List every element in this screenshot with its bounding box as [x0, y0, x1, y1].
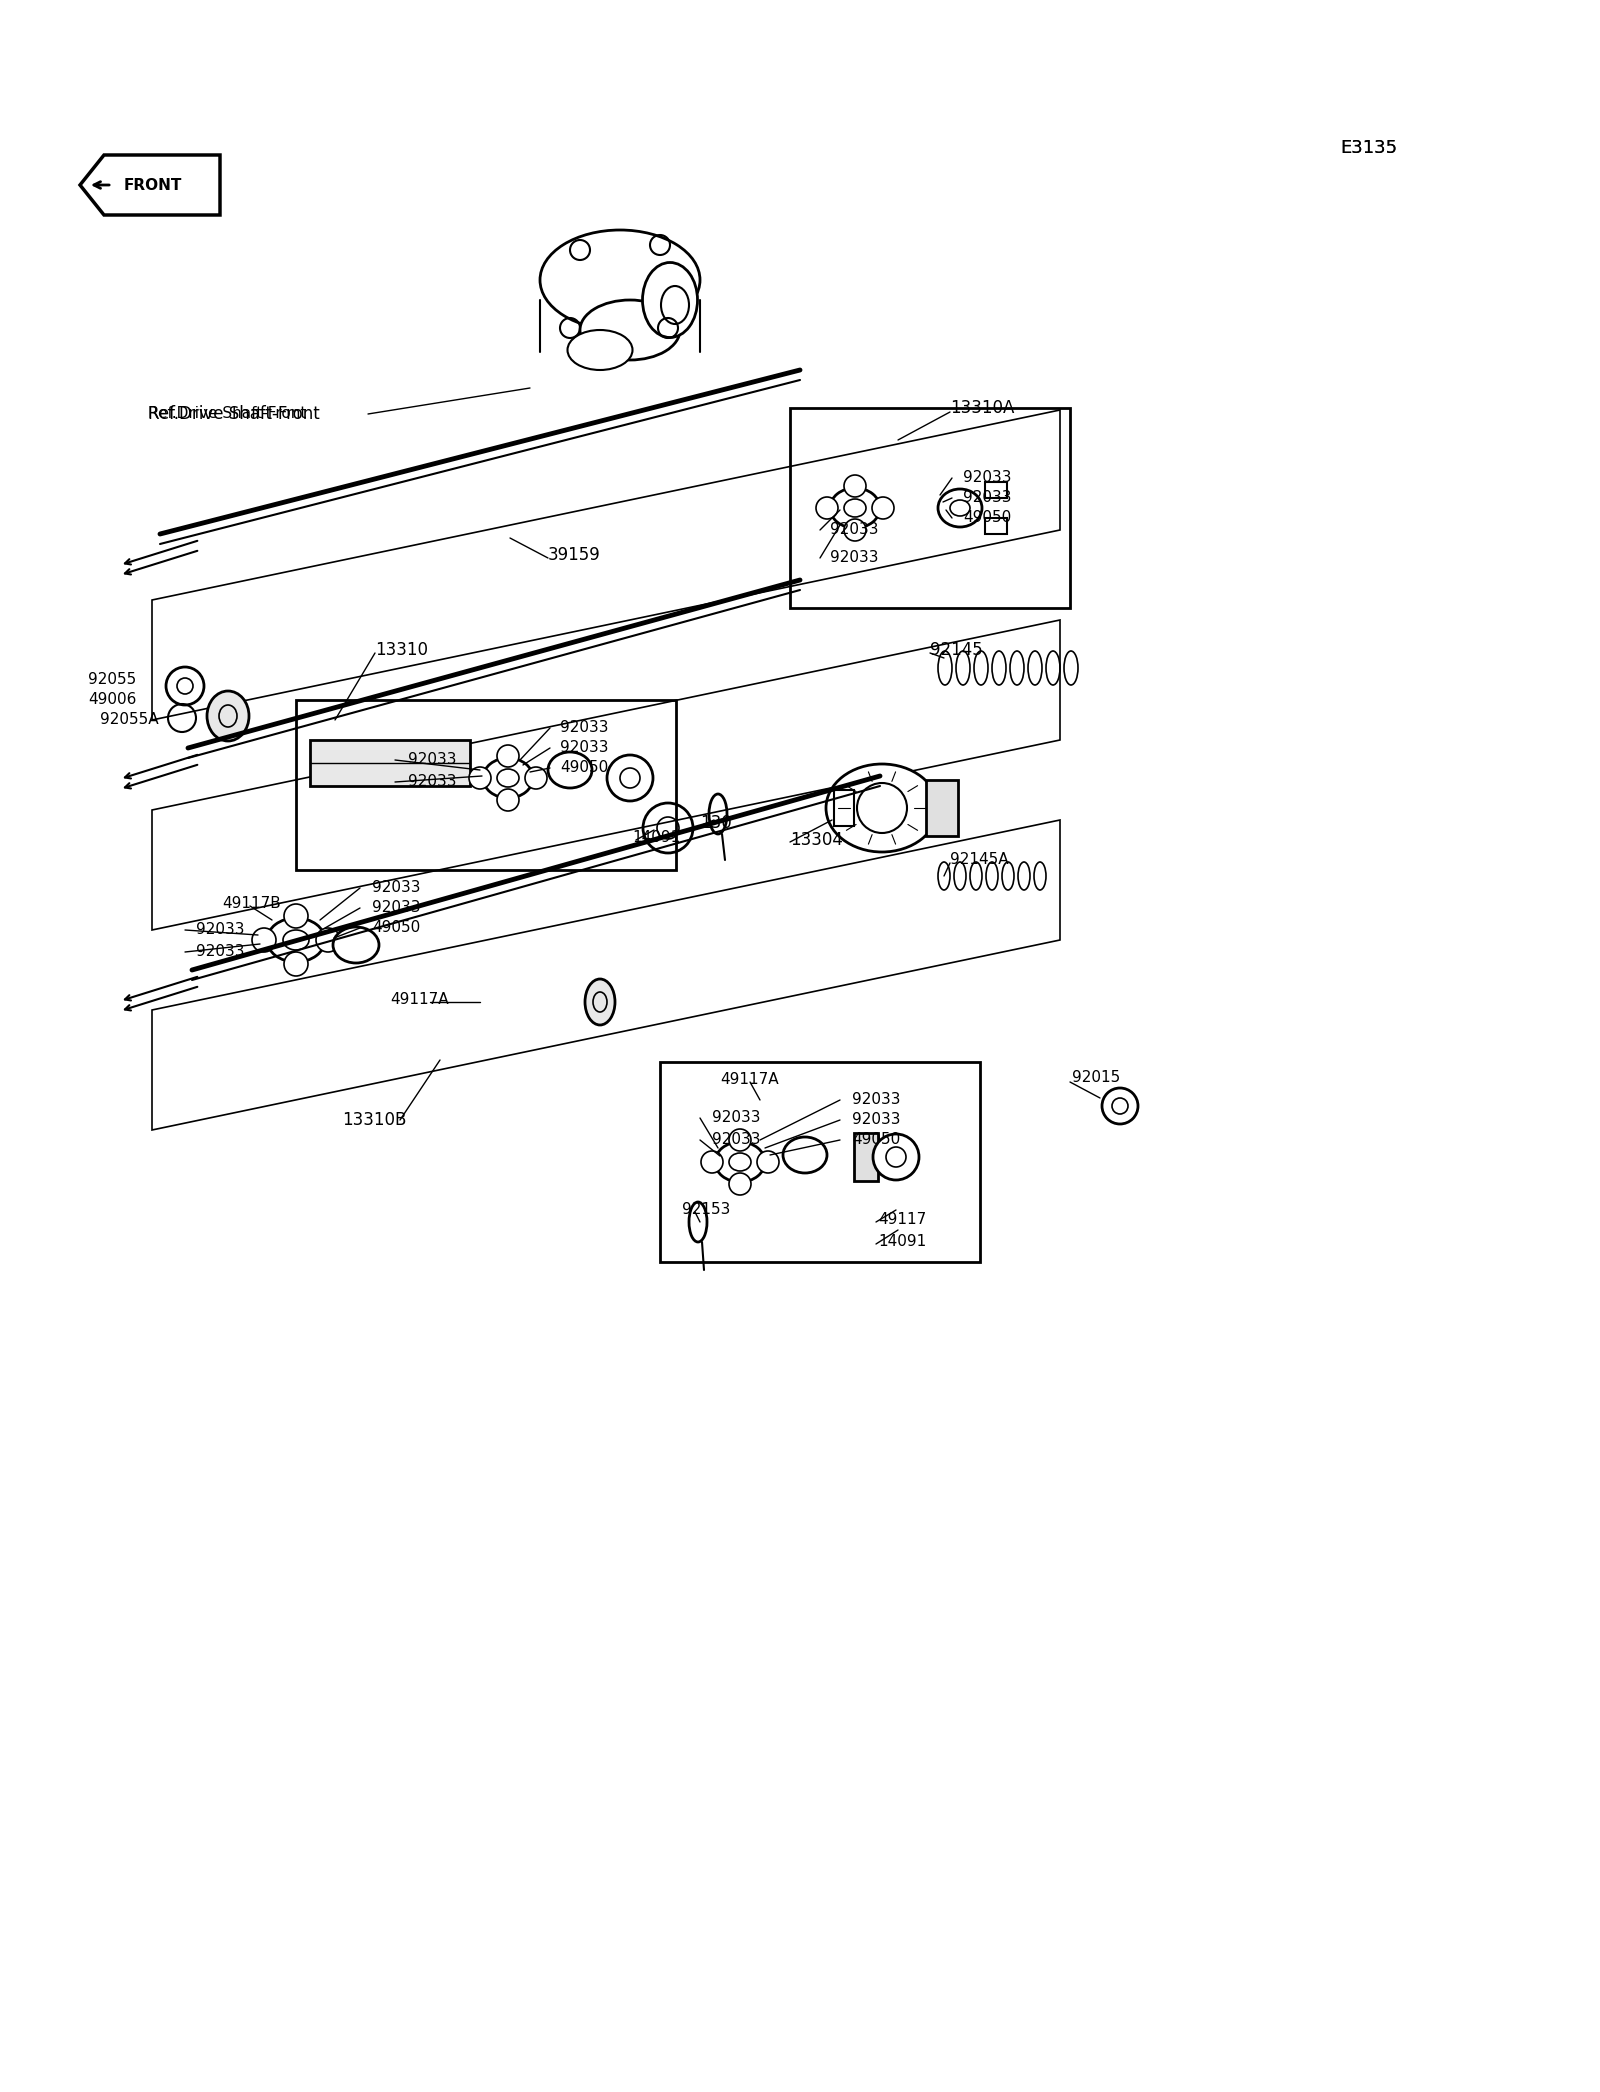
Text: 92033: 92033: [408, 753, 456, 768]
Text: 92033: 92033: [560, 720, 608, 736]
Bar: [310, 741, 470, 787]
Ellipse shape: [661, 287, 690, 324]
Bar: [834, 791, 854, 826]
Ellipse shape: [826, 764, 938, 851]
Text: 49006: 49006: [88, 692, 136, 707]
Text: 92033: 92033: [963, 471, 1011, 485]
Text: 92033: 92033: [830, 523, 878, 538]
Text: 92033: 92033: [195, 943, 245, 960]
Ellipse shape: [782, 1136, 827, 1174]
Text: 92033: 92033: [195, 923, 245, 937]
Text: 92033: 92033: [851, 1092, 901, 1107]
Text: 92033: 92033: [560, 741, 608, 755]
Text: 14091: 14091: [878, 1234, 926, 1249]
Ellipse shape: [206, 690, 250, 741]
Ellipse shape: [579, 299, 680, 360]
Text: 92033: 92033: [851, 1113, 901, 1128]
Ellipse shape: [547, 751, 592, 789]
Ellipse shape: [568, 331, 632, 370]
Text: 49050: 49050: [371, 920, 421, 935]
Circle shape: [730, 1174, 750, 1195]
Circle shape: [253, 929, 277, 952]
Ellipse shape: [938, 490, 982, 527]
Bar: [790, 408, 1070, 609]
Polygon shape: [80, 155, 221, 215]
Ellipse shape: [267, 918, 325, 962]
Ellipse shape: [333, 927, 379, 962]
Text: 14091: 14091: [632, 831, 680, 845]
Text: 49117: 49117: [878, 1213, 926, 1228]
Text: 49117A: 49117A: [720, 1073, 779, 1088]
Text: 92033: 92033: [371, 881, 421, 895]
Text: 92145A: 92145A: [950, 854, 1008, 868]
Text: 13310B: 13310B: [342, 1111, 406, 1130]
Text: 92033: 92033: [408, 774, 456, 789]
Text: 92033: 92033: [963, 490, 1011, 506]
Text: 92055A: 92055A: [99, 713, 158, 728]
Ellipse shape: [874, 1134, 918, 1180]
Circle shape: [285, 952, 307, 977]
Ellipse shape: [586, 979, 614, 1025]
Circle shape: [498, 745, 518, 768]
Text: 39159: 39159: [547, 546, 600, 565]
Circle shape: [317, 929, 339, 952]
Bar: [661, 1063, 979, 1261]
Bar: [854, 1134, 878, 1182]
Text: 92153: 92153: [682, 1203, 730, 1218]
Text: 92033: 92033: [371, 900, 421, 916]
Text: Ref.Drive Shaft-Front: Ref.Drive Shaft-Front: [147, 406, 320, 423]
Circle shape: [845, 519, 866, 542]
Text: 92033: 92033: [712, 1132, 760, 1149]
Ellipse shape: [715, 1142, 765, 1182]
Text: E3135: E3135: [1341, 138, 1397, 157]
Circle shape: [525, 768, 547, 789]
Circle shape: [469, 768, 491, 789]
Circle shape: [872, 498, 894, 519]
Ellipse shape: [483, 757, 533, 797]
Text: E3135: E3135: [1341, 138, 1397, 157]
Text: FRONT: FRONT: [125, 178, 182, 192]
Circle shape: [701, 1151, 723, 1174]
Text: 49117A: 49117A: [390, 992, 448, 1008]
Text: 13304: 13304: [790, 831, 843, 849]
Text: 49050: 49050: [560, 761, 608, 776]
Ellipse shape: [541, 230, 701, 331]
Text: 92145: 92145: [930, 640, 982, 659]
Text: 92033: 92033: [830, 550, 878, 565]
Text: 49050: 49050: [963, 510, 1011, 525]
Circle shape: [845, 475, 866, 498]
Circle shape: [757, 1151, 779, 1174]
Text: Ref.Drive Shaft-Front: Ref.Drive Shaft-Front: [147, 406, 306, 420]
Circle shape: [285, 904, 307, 929]
Bar: [926, 780, 958, 837]
Circle shape: [498, 789, 518, 812]
Bar: [986, 481, 1006, 498]
Text: 92033: 92033: [712, 1111, 760, 1125]
Text: 130: 130: [701, 814, 731, 833]
Bar: [296, 701, 675, 870]
Ellipse shape: [830, 487, 880, 527]
Text: 49050: 49050: [851, 1132, 901, 1149]
Ellipse shape: [643, 262, 698, 337]
Circle shape: [816, 498, 838, 519]
Circle shape: [730, 1130, 750, 1151]
Text: 92055: 92055: [88, 672, 136, 688]
Text: 13310: 13310: [374, 640, 429, 659]
Text: 49117B: 49117B: [222, 897, 280, 912]
Bar: [986, 519, 1006, 533]
Text: 92015: 92015: [1072, 1071, 1120, 1086]
Text: 13310A: 13310A: [950, 400, 1014, 416]
